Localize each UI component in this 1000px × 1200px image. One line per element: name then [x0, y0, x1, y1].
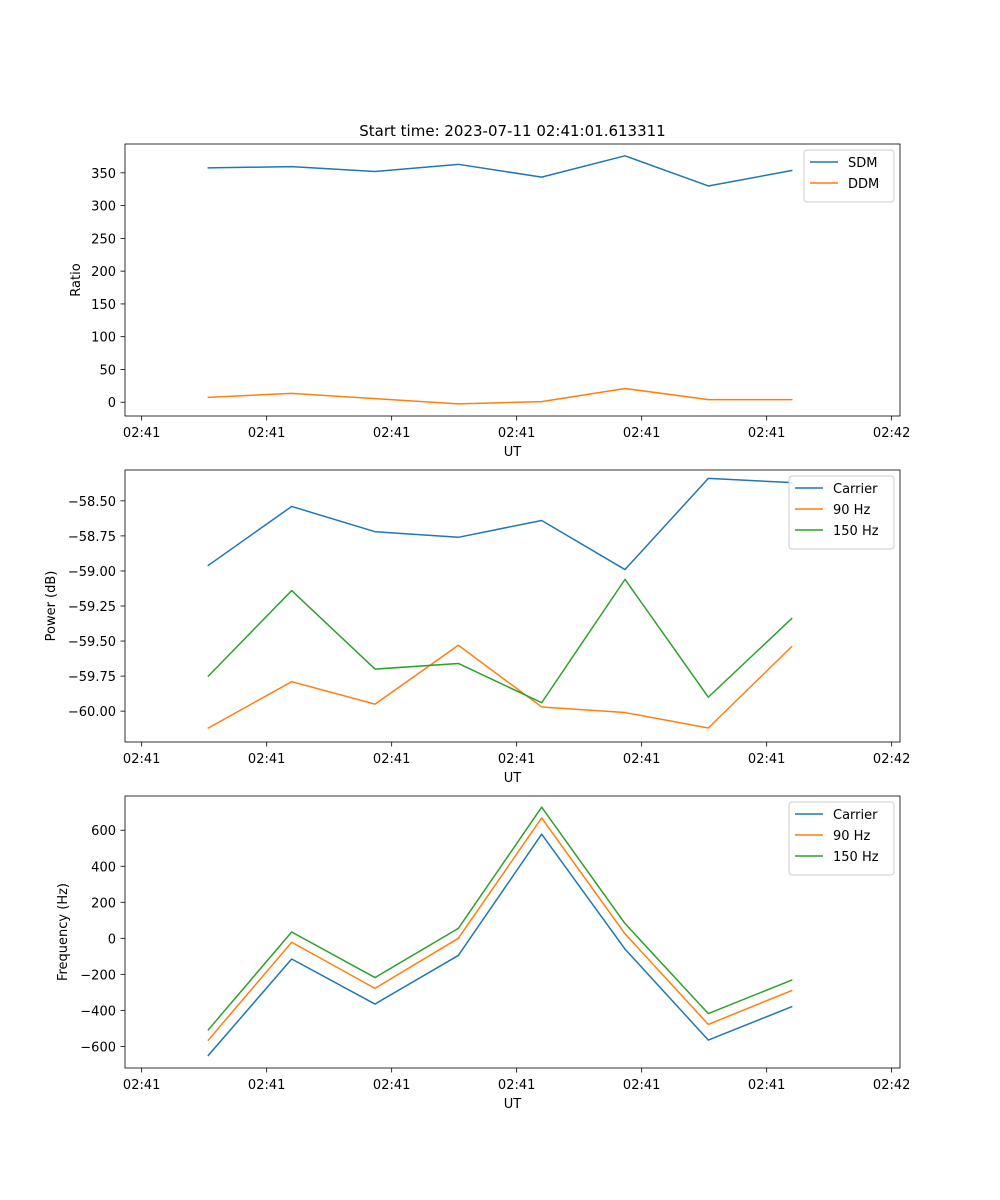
ratio-y-axis-label: Ratio [69, 263, 84, 296]
ratio-y-tick-label: 150 [91, 298, 116, 313]
ratio-legend: SDM DDM [803, 149, 895, 203]
power-x-tick-label: 02:41 [623, 752, 660, 767]
frequency-legend: Carrier 90 Hz 150 Hz [788, 801, 895, 876]
frequency-y-axis-label: Frequency (Hz) [56, 883, 71, 981]
ratio-x-tick-label: 02:41 [248, 426, 285, 441]
ratio-y-tick-label: 100 [91, 331, 116, 346]
frequency-x-tick-label: 02:41 [498, 1078, 535, 1093]
power-x-tick-label: 02:41 [498, 752, 535, 767]
power-legend: Carrier 90 Hz 150 Hz [788, 475, 895, 550]
power-series-line-150-hz [207, 578, 793, 704]
frequency-series-line-150-hz [207, 806, 793, 1031]
ratio-x-tick-label: 02:41 [748, 426, 785, 441]
frequency-legend-label: 90 Hz [833, 829, 870, 844]
ratio-axes-frame [124, 143, 901, 417]
power-legend-label: 150 Hz [833, 524, 879, 539]
power-y-tick-label: −59.75 [68, 670, 116, 685]
ratio-x-tick-label: 02:42 [873, 426, 910, 441]
power-series-line-90-hz [207, 644, 793, 729]
power-x-tick-label: 02:42 [873, 752, 910, 767]
frequency-x-tick-label: 02:41 [748, 1078, 785, 1093]
ratio-y-tick-label: 250 [91, 232, 116, 247]
ratio-x-tick-label: 02:41 [373, 426, 410, 441]
frequency-y-tick-label: 0 [108, 932, 116, 947]
frequency-y-tick-label: −600 [80, 1040, 116, 1055]
power-x-tick-label: 02:41 [373, 752, 410, 767]
power-y-tick-label: −59.00 [68, 565, 116, 580]
frequency-x-tick-label: 02:42 [873, 1078, 910, 1093]
ratio-x-axis-label: UT [504, 445, 522, 460]
power-legend-label: Carrier [833, 482, 878, 497]
frequency-y-tick-label: −400 [80, 1004, 116, 1019]
frequency-x-tick-label: 02:41 [623, 1078, 660, 1093]
power-y-tick-label: −60.00 [68, 705, 116, 720]
ratio-y-tick-label: 0 [108, 396, 116, 411]
ratio-x-tick-label: 02:41 [623, 426, 660, 441]
ratio-y-tick-label: 200 [91, 265, 116, 280]
ratio-y-tick-label: 350 [91, 167, 116, 182]
frequency-series-line-carrier [207, 833, 793, 1057]
frequency-y-tick-label: −200 [80, 968, 116, 983]
frequency-legend-label: 150 Hz [833, 850, 879, 865]
frequency-x-tick-label: 02:41 [373, 1078, 410, 1093]
power-x-axis-label: UT [504, 771, 522, 786]
frequency-axes-frame [124, 795, 901, 1069]
ratio-legend-box [803, 149, 895, 203]
power-y-tick-label: −59.25 [68, 600, 116, 615]
frequency-x-axis-label: UT [504, 1097, 522, 1112]
ratio-legend-label: DDM [848, 177, 879, 192]
ratio-series-line-sdm [207, 155, 793, 187]
power-subplot: 02:41 02:41 02:41 02:41 02:41 02:41 02:42 −60.0… [44, 469, 910, 786]
power-y-tick-label: −58.50 [68, 495, 116, 510]
frequency-y-tick-label: 600 [91, 824, 116, 839]
power-legend-label: 90 Hz [833, 503, 870, 518]
frequency-y-tick-label: 200 [91, 896, 116, 911]
ratio-subplot: 02:41 02:41 02:41 02:41 02:41 02:41 02:42 0 50 10… [69, 143, 910, 460]
power-x-tick-label: 02:41 [123, 752, 160, 767]
ratio-y-tick-label: 50 [99, 363, 116, 378]
ratio-x-tick-label: 02:41 [498, 426, 535, 441]
frequency-y-tick-label: 400 [91, 860, 116, 875]
ratio-legend-label: SDM [848, 156, 877, 171]
frequency-legend-label: Carrier [833, 808, 878, 823]
power-x-tick-label: 02:41 [748, 752, 785, 767]
power-y-axis-label: Power (dB) [44, 571, 59, 642]
power-series-line-carrier [207, 477, 793, 571]
power-x-tick-label: 02:41 [248, 752, 285, 767]
power-y-tick-label: −58.75 [68, 530, 116, 545]
power-y-tick-label: −59.50 [68, 635, 116, 650]
ratio-series-line-ddm [207, 387, 793, 405]
frequency-series-line-90-hz [207, 817, 793, 1042]
figure-title: Start time: 2023-07-11 02:41:01.613311 [359, 122, 665, 140]
frequency-subplot: 02:41 02:41 02:41 02:41 02:41 02:41 02:42 −600 −… [56, 795, 910, 1112]
frequency-x-tick-label: 02:41 [248, 1078, 285, 1093]
ratio-y-tick-label: 300 [91, 200, 116, 215]
ratio-x-tick-label: 02:41 [123, 426, 160, 441]
frequency-x-tick-label: 02:41 [123, 1078, 160, 1093]
